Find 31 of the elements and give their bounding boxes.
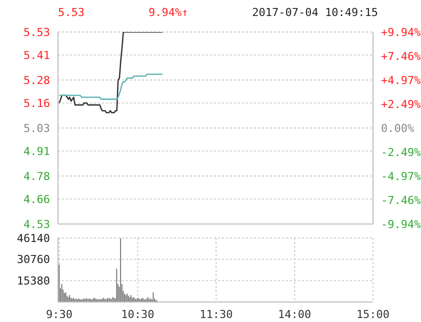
y-tick-label: 30760 (16, 253, 50, 266)
x-tick-label: 15:00 (356, 308, 390, 321)
y-tick-label: 4.66 (24, 193, 50, 206)
y2-tick-label: +9.94% (381, 26, 421, 39)
y-tick-label: 5.03 (24, 122, 50, 135)
x-tick-label: 10:30 (121, 308, 154, 321)
y2-tick-label: +7.46% (381, 50, 421, 63)
text: 9.94%↑ (148, 6, 188, 19)
x-tick-label: 9:30 (46, 308, 73, 321)
y-tick-label: 46140 (16, 232, 50, 245)
y-tick-label: 4.78 (24, 170, 50, 183)
x-tick-label: 14:00 (278, 308, 312, 321)
y-tick-label: 4.91 (24, 145, 50, 158)
y2-tick-label: 0.00% (381, 122, 414, 135)
y2-tick-label: +2.49% (381, 98, 421, 111)
y2-tick-label: -2.49% (381, 146, 421, 160)
y2-tick-label: -4.97% (381, 170, 421, 183)
y-tick-label: 5.53 (24, 26, 50, 39)
x-tick-label: 11:30 (200, 308, 233, 321)
y-tick-label: 5.28 (24, 74, 50, 87)
text: 2017-07-04 10:49:15 (252, 6, 378, 19)
y2-tick-label: -7.46% (381, 194, 421, 208)
y-tick-label: 5.41 (24, 49, 50, 62)
y-tick-label: 4.53 (24, 218, 50, 231)
line-series (58, 74, 164, 100)
text: 5.53 (58, 6, 84, 19)
line-series (58, 32, 164, 114)
y-tick-label: 15380 (16, 274, 50, 288)
y-tick-label: 5.16 (24, 97, 50, 110)
y2-tick-label: +4.97% (381, 74, 421, 87)
y2-tick-label: -9.94% (381, 218, 421, 231)
